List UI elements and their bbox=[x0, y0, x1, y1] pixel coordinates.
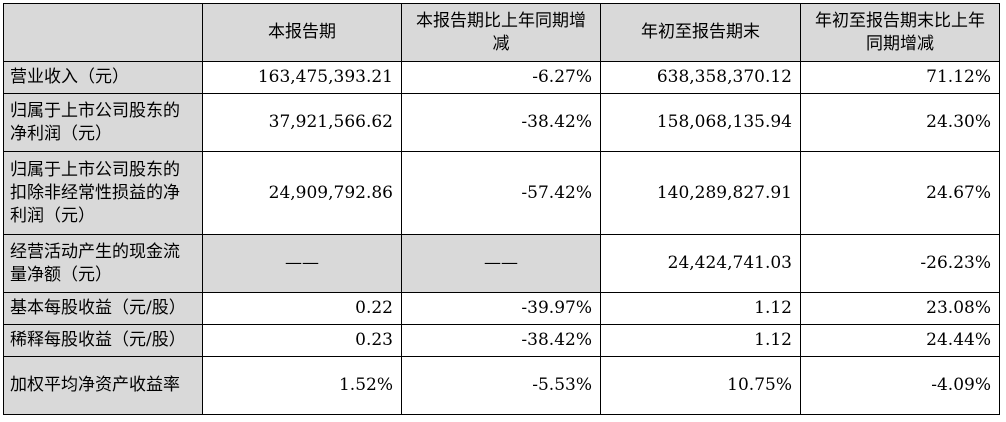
header-year-to-date-change: 年初至报告期末比上年同期增减 bbox=[800, 3, 1000, 62]
row-label: 基本每股收益（元/股） bbox=[3, 292, 203, 325]
cell-current-period-change: -6.27% bbox=[401, 61, 601, 94]
cell-current-period-dash: —— bbox=[202, 234, 402, 293]
row-label: 稀释每股收益（元/股） bbox=[3, 324, 203, 357]
cell-year-to-date-change: 24.44% bbox=[800, 324, 1000, 357]
cell-current-period: 37,921,566.62 bbox=[202, 93, 402, 152]
cell-year-to-date-change: 23.08% bbox=[800, 292, 1000, 325]
header-year-to-date: 年初至报告期末 bbox=[600, 3, 801, 62]
cell-year-to-date: 1.12 bbox=[600, 292, 801, 325]
table-row: 加权平均净资产收益率 1.52% -5.53% 10.75% -4.09% bbox=[3, 356, 1000, 415]
cell-year-to-date-change: 24.30% bbox=[800, 93, 1000, 152]
table-header-row: 本报告期 本报告期比上年同期增减 年初至报告期末 年初至报告期末比上年同期增减 bbox=[3, 3, 1000, 62]
cell-current-period-change: -5.53% bbox=[401, 356, 601, 415]
cell-current-period-change: -38.42% bbox=[401, 93, 601, 152]
cell-year-to-date: 24,424,741.03 bbox=[600, 234, 801, 293]
header-current-period-change: 本报告期比上年同期增减 bbox=[401, 3, 601, 62]
cell-current-period: 1.52% bbox=[202, 356, 402, 415]
table-row: 归属于上市公司股东的扣除非经常性损益的净利润（元） 24,909,792.86 … bbox=[3, 151, 1000, 235]
cell-year-to-date: 158,068,135.94 bbox=[600, 93, 801, 152]
table-row: 营业收入（元） 163,475,393.21 -6.27% 638,358,37… bbox=[3, 61, 1000, 94]
table-row: 基本每股收益（元/股） 0.22 -39.97% 1.12 23.08% bbox=[3, 292, 1000, 325]
cell-current-period: 163,475,393.21 bbox=[202, 61, 402, 94]
cell-year-to-date: 140,289,827.91 bbox=[600, 151, 801, 235]
cell-current-period-change: -38.42% bbox=[401, 324, 601, 357]
table-row: 归属于上市公司股东的净利润（元） 37,921,566.62 -38.42% 1… bbox=[3, 93, 1000, 152]
table-row: 经营活动产生的现金流量净额（元） —— —— 24,424,741.03 -26… bbox=[3, 234, 1000, 293]
financial-indicators-table: 本报告期 本报告期比上年同期增减 年初至报告期末 年初至报告期末比上年同期增减 … bbox=[3, 3, 1000, 415]
row-label: 营业收入（元） bbox=[3, 61, 203, 94]
header-current-period: 本报告期 bbox=[202, 3, 402, 62]
row-label: 归属于上市公司股东的扣除非经常性损益的净利润（元） bbox=[3, 151, 203, 235]
cell-year-to-date-change: 24.67% bbox=[800, 151, 1000, 235]
table-row: 稀释每股收益（元/股） 0.23 -38.42% 1.12 24.44% bbox=[3, 324, 1000, 357]
row-label: 加权平均净资产收益率 bbox=[3, 356, 203, 415]
cell-current-period: 0.23 bbox=[202, 324, 402, 357]
row-label: 归属于上市公司股东的净利润（元） bbox=[3, 93, 203, 152]
cell-current-period: 0.22 bbox=[202, 292, 402, 325]
header-blank-cell bbox=[3, 3, 203, 62]
cell-year-to-date: 638,358,370.12 bbox=[600, 61, 801, 94]
cell-year-to-date-change: -4.09% bbox=[800, 356, 1000, 415]
cell-current-period-change: -39.97% bbox=[401, 292, 601, 325]
cell-year-to-date: 1.12 bbox=[600, 324, 801, 357]
cell-year-to-date-change: 71.12% bbox=[800, 61, 1000, 94]
cell-year-to-date-change: -26.23% bbox=[800, 234, 1000, 293]
cell-current-period-change-dash: —— bbox=[401, 234, 601, 293]
row-label: 经营活动产生的现金流量净额（元） bbox=[3, 234, 203, 293]
cell-current-period-change: -57.42% bbox=[401, 151, 601, 235]
cell-year-to-date: 10.75% bbox=[600, 356, 801, 415]
cell-current-period: 24,909,792.86 bbox=[202, 151, 402, 235]
